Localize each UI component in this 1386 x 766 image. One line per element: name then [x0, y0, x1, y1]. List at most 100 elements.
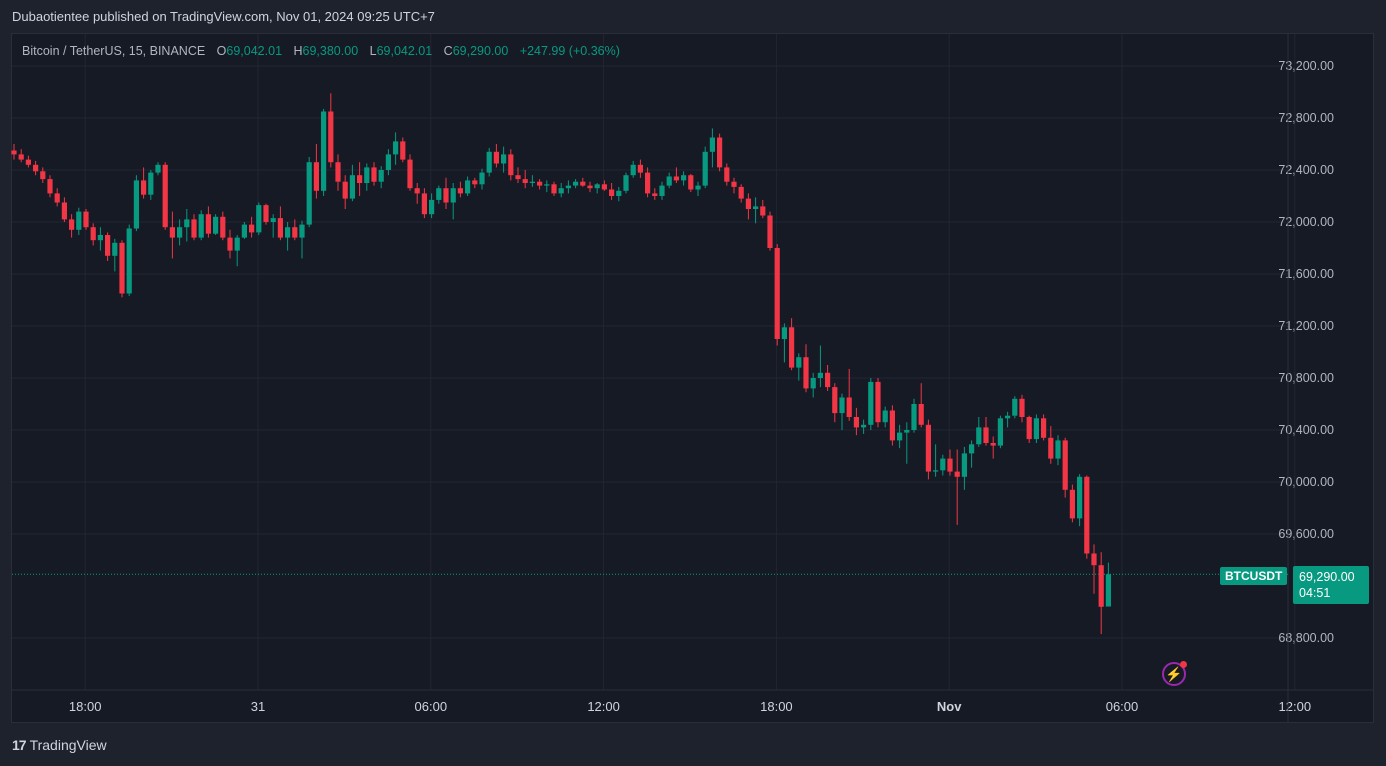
candle — [659, 181, 665, 200]
candle — [508, 149, 514, 181]
candle — [810, 372, 816, 398]
y-tick-label: 73,200.00 — [1278, 59, 1334, 73]
tradingview-logo-text: TradingView — [29, 737, 107, 753]
candle — [256, 202, 262, 235]
y-tick-label: 71,200.00 — [1278, 319, 1334, 333]
candle — [522, 170, 528, 189]
candle — [861, 419, 867, 434]
candle — [1105, 562, 1111, 607]
candle — [515, 167, 521, 183]
candle — [493, 144, 499, 168]
candle-body — [76, 211, 82, 230]
candle-body — [105, 235, 111, 256]
candle-body — [1005, 415, 1011, 419]
candle-body — [357, 175, 363, 183]
candle-body — [983, 427, 989, 443]
candle-body — [40, 171, 46, 180]
candle — [839, 393, 845, 430]
candle — [976, 417, 982, 447]
candle-body — [846, 397, 852, 417]
legend-low-value: 69,042.01 — [376, 44, 433, 58]
candle-body — [853, 417, 859, 428]
candle-body — [717, 137, 723, 168]
candle-body — [292, 227, 298, 238]
candle-body — [709, 137, 715, 152]
candle-body — [421, 193, 427, 215]
candle — [1077, 474, 1083, 527]
candle-body — [191, 219, 197, 238]
candle — [889, 405, 895, 446]
candle-body — [868, 381, 874, 425]
candle-body — [25, 159, 31, 165]
tradingview-logo[interactable]: 17 TradingView — [12, 737, 107, 753]
candle — [997, 415, 1003, 449]
candle-body — [119, 242, 125, 294]
candle — [385, 149, 391, 176]
candle-body — [1055, 440, 1061, 459]
candle — [357, 162, 363, 196]
candle-body — [1019, 398, 1025, 417]
candle — [681, 171, 687, 186]
candle — [191, 214, 197, 241]
candle-body — [328, 111, 334, 163]
candle-body — [429, 199, 435, 215]
candle-body — [227, 237, 233, 251]
candle — [537, 179, 543, 190]
candle — [205, 206, 211, 238]
candle — [263, 203, 269, 225]
candle — [61, 197, 67, 222]
candle-body — [1105, 574, 1111, 607]
candle — [580, 177, 586, 187]
candle-body — [825, 372, 831, 388]
candle — [760, 199, 766, 219]
candle-body — [731, 181, 737, 187]
candle — [169, 211, 175, 259]
x-tick-label: 06:00 — [415, 699, 448, 714]
candle — [1091, 544, 1097, 594]
y-tick-label: 68,800.00 — [1278, 631, 1334, 645]
candle — [40, 167, 46, 183]
candle-body — [933, 470, 939, 472]
last-price-label: 69,290.00 04:51 — [1293, 566, 1369, 604]
candle — [1041, 414, 1047, 441]
candle-body — [940, 458, 946, 471]
candle-body — [954, 471, 960, 477]
candle — [853, 407, 859, 436]
candle — [69, 214, 75, 238]
candle — [868, 378, 874, 430]
candle-body — [580, 181, 586, 186]
lightning-bolt-icon[interactable]: ⚡ — [1162, 662, 1186, 686]
candle-body — [623, 175, 629, 191]
tradingview-mark-icon: 17 — [12, 737, 27, 753]
candle-body — [443, 188, 449, 203]
candle — [1048, 426, 1054, 464]
candle-body — [61, 202, 67, 220]
candle — [321, 108, 327, 196]
candle-body — [796, 357, 802, 368]
candle — [112, 238, 118, 272]
candle — [954, 449, 960, 525]
candle-body — [745, 198, 751, 209]
candle — [126, 224, 132, 297]
candle — [328, 93, 334, 168]
y-tick-label: 72,800.00 — [1278, 111, 1334, 125]
candle — [983, 417, 989, 446]
legend-symbol[interactable]: Bitcoin / TetherUS, 15, BINANCE — [22, 44, 206, 58]
candle — [465, 176, 471, 196]
candle — [789, 318, 795, 371]
x-tick-label: Nov — [937, 699, 962, 714]
candle — [299, 220, 305, 259]
candle-body — [810, 378, 816, 389]
candle-body — [522, 179, 528, 183]
candle-body — [148, 172, 154, 195]
candle-body — [839, 397, 845, 414]
candle — [400, 137, 406, 163]
candle — [940, 454, 946, 476]
x-tick-label: 12:00 — [587, 699, 620, 714]
candle-body — [385, 154, 391, 170]
candle-body — [299, 224, 305, 238]
candle — [645, 167, 651, 198]
candle-body — [961, 453, 967, 477]
candle — [925, 419, 931, 480]
